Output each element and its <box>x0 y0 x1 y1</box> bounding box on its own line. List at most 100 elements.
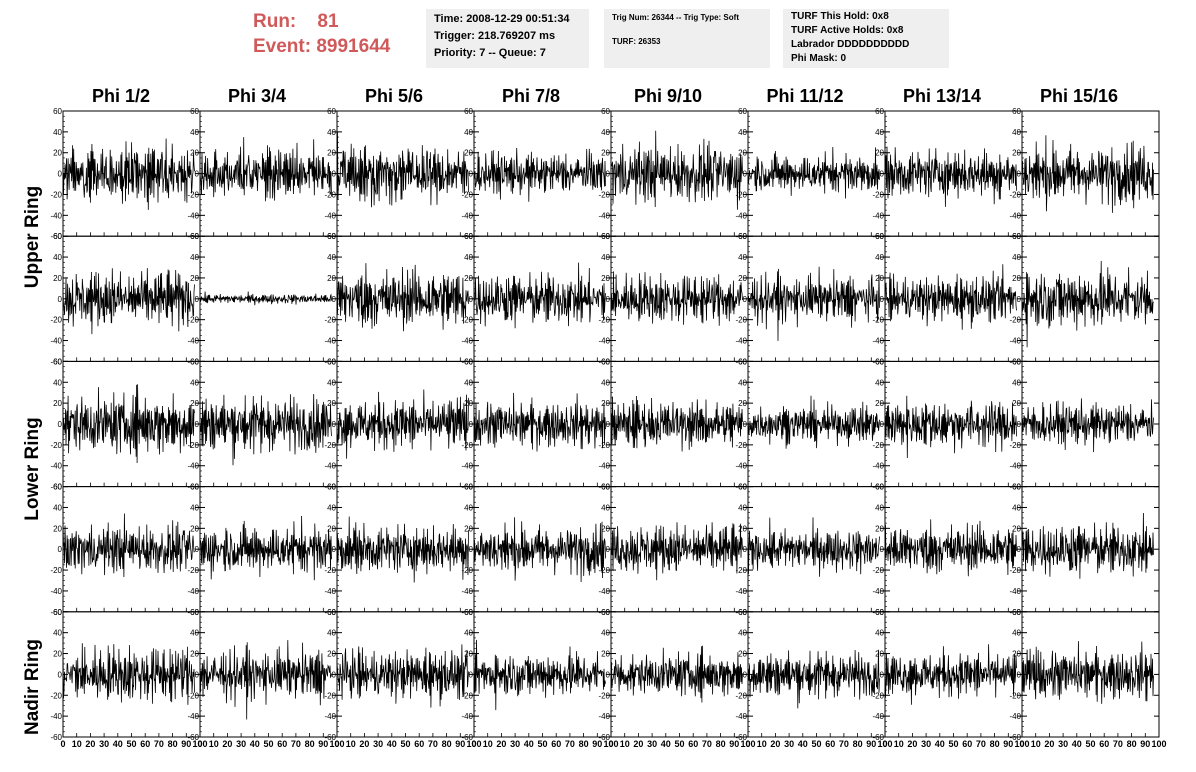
y-tick-label: 60 <box>875 608 884 617</box>
x-tick-label: 40 <box>798 739 808 749</box>
y-tick-label: 60 <box>875 483 884 492</box>
x-tick-label: 0 <box>1019 739 1024 749</box>
waveform-trace <box>747 146 880 199</box>
event-line: Event: 8991644 <box>253 34 390 59</box>
x-tick-label: 90 <box>1140 739 1150 749</box>
x-tick-label: 70 <box>428 739 438 749</box>
y-tick-label: 0 <box>332 170 337 179</box>
y-tick-label: 60 <box>738 608 747 617</box>
y-tick-label: -40 <box>187 587 199 596</box>
turf-text: TURF: 26353 <box>612 37 661 46</box>
waveform-trace <box>473 517 606 583</box>
x-tick-label: 20 <box>1044 739 1054 749</box>
y-tick-label: -40 <box>872 712 884 721</box>
y-tick-label: -20 <box>735 190 747 199</box>
waveform-trace <box>610 522 743 581</box>
event-label: Event: <box>253 36 312 57</box>
y-tick-label: -20 <box>872 316 884 325</box>
x-tick-label: 50 <box>674 739 684 749</box>
x-tick-label: 50 <box>948 739 958 749</box>
column-label-phi-7-8: Phi 7/8 <box>501 86 561 106</box>
y-tick-label: 60 <box>464 608 473 617</box>
priority-text: Priority: 7 -- Queue: 7 <box>434 47 546 59</box>
y-tick-label: 60 <box>190 232 199 241</box>
y-tick-label: 60 <box>190 107 199 116</box>
y-tick-label: 40 <box>327 128 336 137</box>
y-tick-label: -60 <box>872 733 884 742</box>
y-tick-label: -20 <box>461 566 473 575</box>
run-line: Run: 81 <box>253 9 390 34</box>
waveform-trace <box>473 392 606 452</box>
y-tick-label: -40 <box>50 587 62 596</box>
y-tick-label: -40 <box>187 712 199 721</box>
y-tick-label: -60 <box>872 232 884 241</box>
y-tick-label: -60 <box>461 232 473 241</box>
x-tick-label: 60 <box>825 739 835 749</box>
y-tick-label: 0 <box>743 420 748 429</box>
y-tick-label: 20 <box>875 650 884 659</box>
x-tick-label: 40 <box>661 739 671 749</box>
x-tick-label: 20 <box>359 739 369 749</box>
y-tick-label: 20 <box>1012 650 1021 659</box>
y-tick-label: -40 <box>324 712 336 721</box>
y-tick-label: 20 <box>464 650 473 659</box>
y-tick-label: 40 <box>464 128 473 137</box>
y-tick-label: 0 <box>743 670 748 679</box>
waveform-trace <box>336 389 469 459</box>
y-tick-label: 60 <box>327 232 336 241</box>
y-tick-label: 40 <box>738 128 747 137</box>
y-tick-label: 0 <box>880 545 885 554</box>
y-tick-label: 20 <box>738 274 747 283</box>
y-tick-label: 40 <box>190 629 199 638</box>
column-label-phi-11-12: Phi 11/12 <box>766 86 844 106</box>
y-tick-label: 20 <box>875 399 884 408</box>
y-tick-label: 40 <box>327 253 336 262</box>
x-tick-label: 10 <box>757 739 767 749</box>
y-tick-label: -20 <box>50 316 62 325</box>
y-tick-label: 60 <box>190 608 199 617</box>
x-tick-label: 30 <box>510 739 520 749</box>
x-tick-label: 40 <box>113 739 123 749</box>
y-tick-label: 20 <box>601 399 610 408</box>
y-tick-label: 20 <box>738 149 747 158</box>
waveform-trace <box>884 644 1017 705</box>
y-tick-label: -40 <box>598 712 610 721</box>
x-tick-label: 50 <box>400 739 410 749</box>
y-tick-label: -20 <box>598 190 610 199</box>
y-tick-label: 60 <box>464 232 473 241</box>
y-tick-label: -20 <box>187 190 199 199</box>
waveform-trace <box>1021 135 1154 213</box>
y-tick-label: 0 <box>469 670 474 679</box>
y-tick-label: -20 <box>324 190 336 199</box>
x-tick-label: 100 <box>740 739 755 749</box>
x-tick-label: 30 <box>99 739 109 749</box>
y-tick-label: -20 <box>324 316 336 325</box>
x-tick-label: 20 <box>770 739 780 749</box>
waveform-trace <box>884 146 1017 207</box>
y-tick-label: 0 <box>606 170 611 179</box>
x-tick-label: 0 <box>197 739 202 749</box>
x-tick-label: 70 <box>839 739 849 749</box>
y-tick-label: 60 <box>327 608 336 617</box>
y-tick-label: 60 <box>601 107 610 116</box>
y-tick-label: 20 <box>738 650 747 659</box>
waveform-trace <box>610 271 743 326</box>
x-tick-label: 100 <box>1014 739 1029 749</box>
y-tick-label: 20 <box>875 274 884 283</box>
y-tick-label: 0 <box>743 170 748 179</box>
waveform-trace <box>199 291 332 306</box>
x-tick-label: 50 <box>811 739 821 749</box>
y-tick-label: -20 <box>598 566 610 575</box>
x-tick-label: 30 <box>921 739 931 749</box>
y-tick-label: -20 <box>872 566 884 575</box>
y-tick-label: 40 <box>1012 629 1021 638</box>
y-tick-label: -20 <box>598 441 610 450</box>
x-tick-label: 80 <box>990 739 1000 749</box>
y-tick-label: -40 <box>735 211 747 220</box>
